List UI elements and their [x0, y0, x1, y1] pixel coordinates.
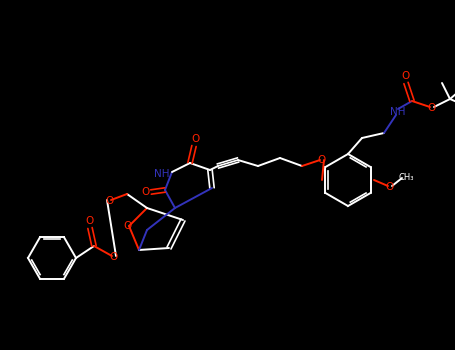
Text: NH: NH	[154, 169, 170, 179]
Text: O: O	[191, 134, 199, 144]
Text: O: O	[105, 196, 113, 206]
Text: O: O	[142, 187, 150, 197]
Text: CH₃: CH₃	[398, 174, 414, 182]
Text: O: O	[109, 252, 117, 262]
Text: O: O	[401, 71, 409, 81]
Text: O: O	[85, 216, 93, 226]
Text: O: O	[385, 182, 393, 192]
Text: O: O	[124, 221, 132, 231]
Text: O: O	[317, 155, 325, 165]
Text: NH: NH	[390, 107, 406, 117]
Text: O: O	[427, 103, 435, 113]
